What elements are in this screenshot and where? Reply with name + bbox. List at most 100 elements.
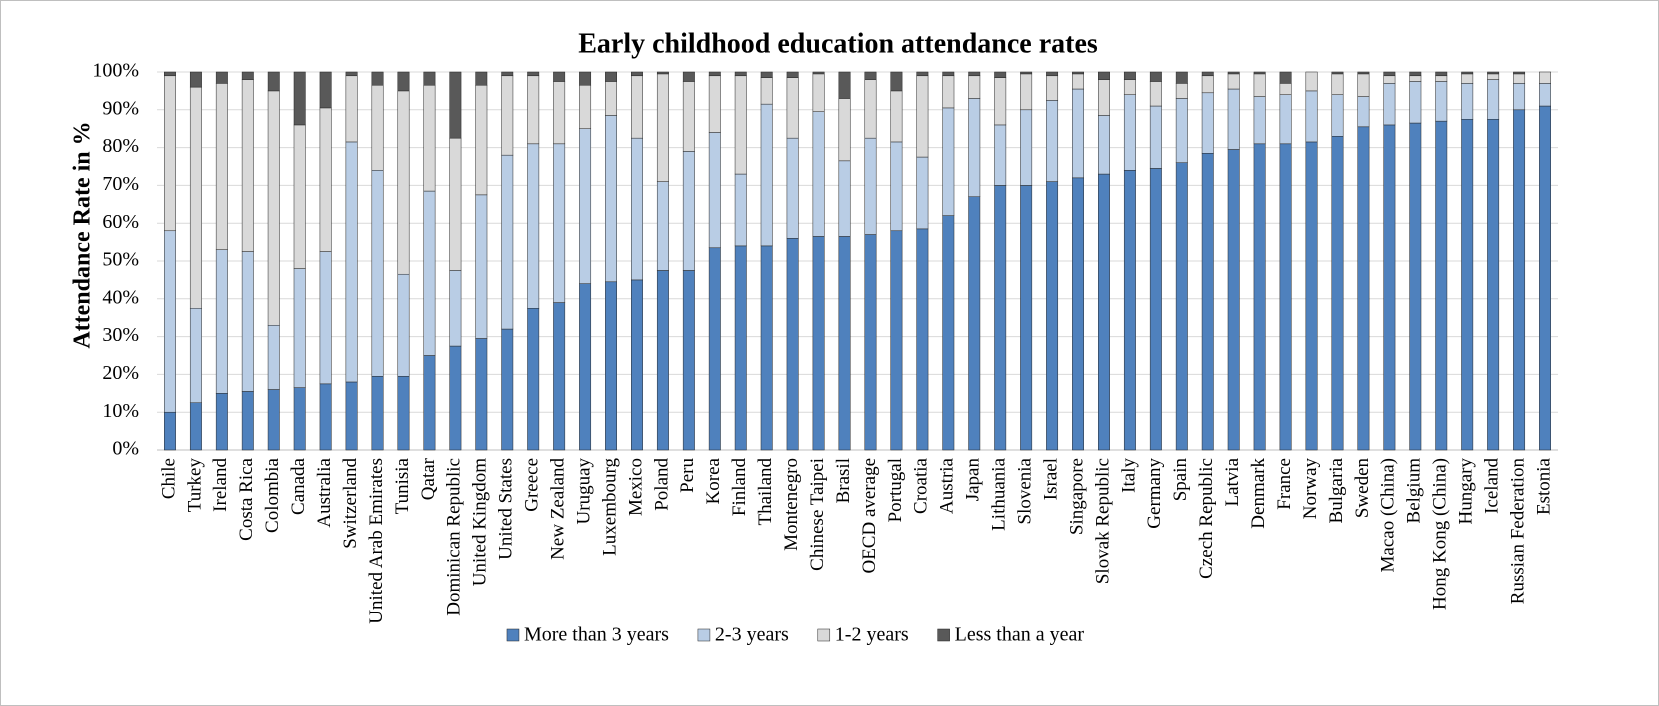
x-tick-label: Norway	[1300, 458, 1321, 520]
bar-segment	[215, 393, 228, 451]
bar-segment	[1253, 143, 1266, 451]
x-tick-label: Turkey	[184, 458, 205, 513]
bar-segment	[838, 236, 851, 451]
bar-segment	[890, 71, 903, 92]
bar-segment	[734, 245, 747, 451]
bar-segment	[1175, 71, 1188, 84]
bar-segment	[449, 345, 462, 451]
bar-segment	[682, 71, 695, 82]
y-tick-label: 40%	[102, 286, 139, 308]
bar-segment	[1539, 71, 1551, 84]
bar-segment	[449, 137, 462, 271]
bar-segment	[1409, 81, 1422, 124]
y-tick-label: 0%	[112, 438, 139, 460]
x-tick-label: Austria	[937, 457, 958, 514]
bar-segment	[553, 143, 566, 303]
bar-segment	[319, 107, 332, 252]
bar-segment	[682, 151, 695, 271]
bar-segment	[475, 338, 488, 451]
bar-segment	[760, 103, 773, 247]
bar-segment	[1227, 73, 1240, 90]
bar-segment	[319, 383, 332, 451]
bar-segment	[345, 381, 358, 451]
x-tick-label: Russian Federation	[1507, 458, 1528, 605]
bar-segment	[760, 71, 773, 78]
bar-segment	[371, 84, 384, 171]
bar-segment	[1513, 73, 1526, 84]
bar-segment	[1149, 81, 1162, 107]
bar-segment	[1098, 79, 1110, 116]
bar-segment	[215, 71, 228, 84]
bar-segment	[994, 71, 1007, 78]
bar-segment	[605, 281, 617, 451]
bar-segment	[241, 71, 254, 80]
x-tick-label: Chile	[158, 458, 179, 499]
x-tick-label: Greece	[522, 458, 543, 512]
bar-segment	[1227, 88, 1240, 150]
bar-segment	[293, 268, 306, 388]
x-tick-label: Japan	[963, 458, 984, 502]
x-tick-label: Sweden	[1352, 458, 1373, 519]
bar-segment	[631, 71, 643, 77]
x-tick-label: Latvia	[1222, 457, 1243, 506]
bar-segment	[1383, 75, 1396, 84]
bar-segment	[579, 128, 592, 284]
x-tick-label: Costa Rica	[236, 457, 257, 540]
bar-segment	[553, 81, 566, 145]
bar-segment	[1383, 71, 1396, 77]
bar-segment	[1409, 122, 1422, 451]
bar-segment	[1149, 168, 1162, 451]
bar-segment	[1072, 177, 1084, 451]
bar-segment	[916, 156, 929, 230]
y-tick-label: 10%	[102, 400, 139, 422]
bar-segment	[397, 376, 410, 451]
bar-segment	[605, 81, 617, 116]
bar-segment	[812, 73, 825, 112]
bar-segment	[1201, 71, 1214, 77]
bar-segment	[605, 115, 617, 283]
bar-segment	[1123, 79, 1136, 95]
bar-segment	[942, 75, 955, 109]
bar-segment	[1513, 83, 1526, 111]
legend-label: 1-2 years	[835, 624, 909, 646]
bar-segment	[475, 194, 488, 339]
bar-segment	[371, 170, 384, 377]
bar-segment	[708, 132, 721, 249]
bar-segment	[1175, 162, 1188, 451]
y-tick-label: 90%	[102, 97, 139, 119]
bar-segment	[1487, 119, 1500, 451]
bar-segment	[994, 77, 1007, 126]
bar-segment	[994, 185, 1007, 451]
bar-segment	[189, 402, 202, 451]
x-tick-label: Iceland	[1481, 458, 1502, 514]
bar-segment	[786, 137, 799, 239]
bar-segment	[1435, 120, 1448, 451]
bar-segment	[734, 173, 747, 247]
bar-segment	[1513, 71, 1526, 75]
bar-segment	[189, 71, 202, 88]
bar-segment	[656, 71, 669, 75]
x-tick-label: Lithuania	[989, 457, 1010, 530]
bar-segment	[241, 79, 254, 252]
bar-segment	[1383, 124, 1396, 451]
bar-segment	[916, 75, 929, 158]
bar-segment	[1383, 83, 1396, 126]
bar-segment	[786, 77, 799, 139]
bar-segment	[475, 84, 488, 196]
bar-segment	[1435, 81, 1448, 122]
bar-segment	[890, 230, 903, 451]
bar-segment	[579, 71, 592, 86]
x-tick-label: New Zealand	[547, 458, 568, 560]
x-tick-label: Hungary	[1456, 458, 1477, 525]
x-tick-label: Poland	[651, 458, 672, 511]
bar-segment	[1487, 79, 1500, 120]
bar-segment	[942, 215, 955, 451]
legend-swatch	[506, 628, 520, 642]
bar-segment	[916, 71, 929, 77]
x-tick-label: United Arab Emirates	[366, 458, 387, 624]
bar-segment	[1305, 141, 1318, 451]
bar-segment	[1201, 153, 1214, 451]
bar-segment	[267, 90, 280, 326]
bar-segment	[267, 71, 280, 92]
x-tick-label: Denmark	[1248, 458, 1269, 529]
